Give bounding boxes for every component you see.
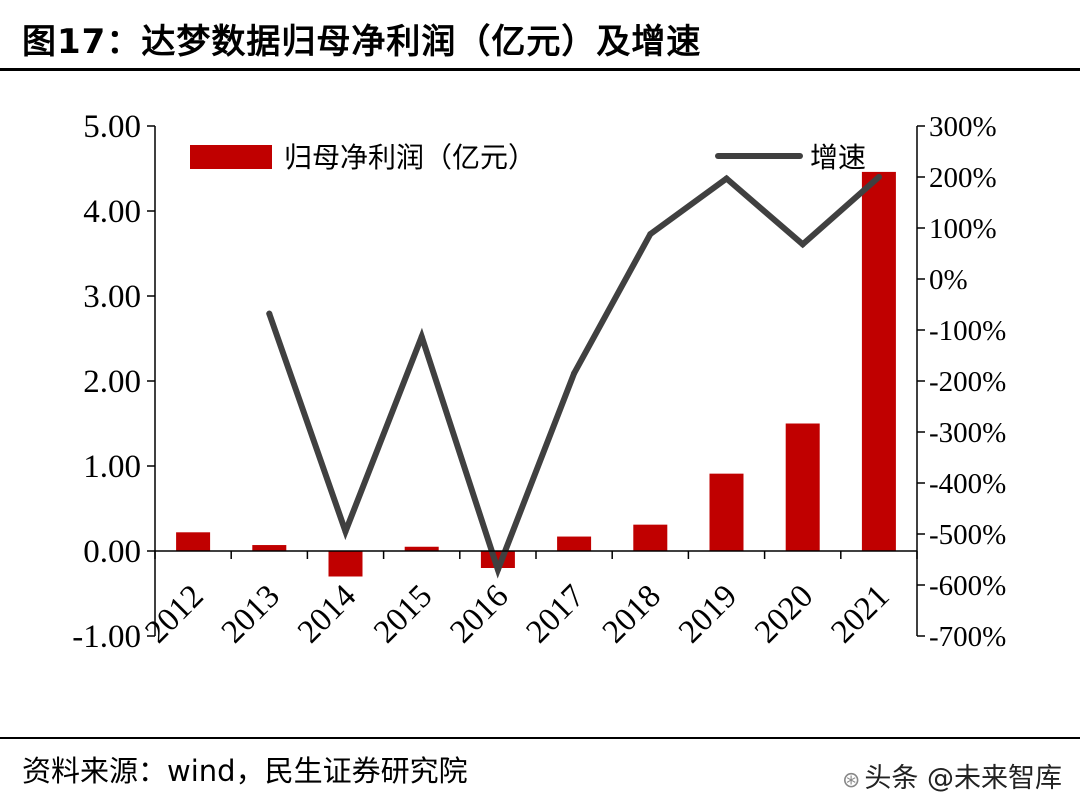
bar-2018 bbox=[633, 524, 668, 551]
category-label: 2017 bbox=[520, 578, 592, 650]
bar-2021 bbox=[861, 171, 896, 551]
legend-bar-swatch bbox=[190, 145, 272, 169]
bar-2012 bbox=[176, 532, 211, 551]
bar-2013 bbox=[252, 545, 287, 551]
growth-point-2016 bbox=[494, 566, 501, 573]
right-axis-tick-label: 300% bbox=[929, 111, 997, 143]
right-axis-tick-label: -300% bbox=[929, 417, 1006, 449]
right-axis-tick-label: -600% bbox=[929, 570, 1006, 602]
growth-point-2013 bbox=[266, 310, 273, 317]
bar-2017 bbox=[557, 536, 592, 551]
right-axis-tick-label: -200% bbox=[929, 366, 1006, 398]
legend-bar-label: 归母净利润（亿元） bbox=[284, 141, 536, 174]
left-axis-tick-label: 1.00 bbox=[83, 449, 141, 485]
right-axis-tick-label: -100% bbox=[929, 315, 1006, 347]
category-label: 2013 bbox=[215, 578, 287, 650]
category-label: 2021 bbox=[824, 578, 896, 650]
chart-title: 图17：达梦数据归母净利润（亿元）及增速 bbox=[22, 22, 702, 62]
category-label: 2016 bbox=[443, 578, 515, 650]
left-axis-tick-label: -1.00 bbox=[72, 619, 141, 655]
legend-line-label: 增速 bbox=[810, 141, 866, 174]
left-axis-tick-label: 3.00 bbox=[83, 279, 141, 315]
left-axis-tick-label: 2.00 bbox=[83, 364, 141, 400]
left-axis-tick-label: 4.00 bbox=[83, 194, 141, 230]
growth-point-2020 bbox=[799, 241, 806, 248]
growth-point-2015 bbox=[418, 333, 425, 340]
growth-point-2014 bbox=[342, 528, 349, 535]
watermark-logo-icon: ⊛ bbox=[841, 768, 861, 793]
watermark-text: 头条 @未来智库 bbox=[864, 763, 1062, 794]
watermark: ⊛ 头条 @未来智库 bbox=[842, 756, 1062, 795]
category-label: 2019 bbox=[672, 578, 744, 650]
growth-point-2019 bbox=[723, 175, 730, 182]
left-axis-tick-label: 0.00 bbox=[83, 534, 141, 570]
growth-point-2017 bbox=[571, 370, 578, 377]
category-label: 2015 bbox=[367, 578, 439, 650]
bar-2014 bbox=[328, 551, 363, 577]
right-axis-tick-label: -500% bbox=[929, 519, 1006, 551]
right-axis-tick-label: 200% bbox=[929, 162, 997, 194]
line-series bbox=[266, 174, 882, 579]
category-label: 2014 bbox=[291, 578, 363, 650]
title-divider bbox=[0, 68, 1080, 71]
footer-divider bbox=[0, 737, 1080, 739]
category-label: 2018 bbox=[596, 578, 668, 650]
growth-point-2021 bbox=[875, 174, 882, 180]
bar-2019 bbox=[709, 473, 744, 551]
category-label: 2020 bbox=[748, 578, 820, 650]
right-axis-tick-label: -400% bbox=[929, 468, 1006, 500]
right-axis-tick-label: 0% bbox=[929, 264, 968, 296]
source-note: 资料来源：wind，民生证券研究院 bbox=[22, 754, 468, 788]
right-axis-tick-label: -700% bbox=[929, 621, 1006, 653]
category-label: 2012 bbox=[139, 578, 211, 650]
legend: 归母净利润（亿元） 增速 bbox=[190, 141, 866, 174]
right-axis-tick-label: 100% bbox=[929, 213, 997, 245]
bar-series bbox=[176, 171, 896, 577]
growth-point-2018 bbox=[647, 231, 654, 238]
left-axis-tick-label: 5.00 bbox=[83, 109, 141, 145]
bar-2020 bbox=[785, 423, 820, 551]
bar-2015 bbox=[404, 546, 439, 551]
